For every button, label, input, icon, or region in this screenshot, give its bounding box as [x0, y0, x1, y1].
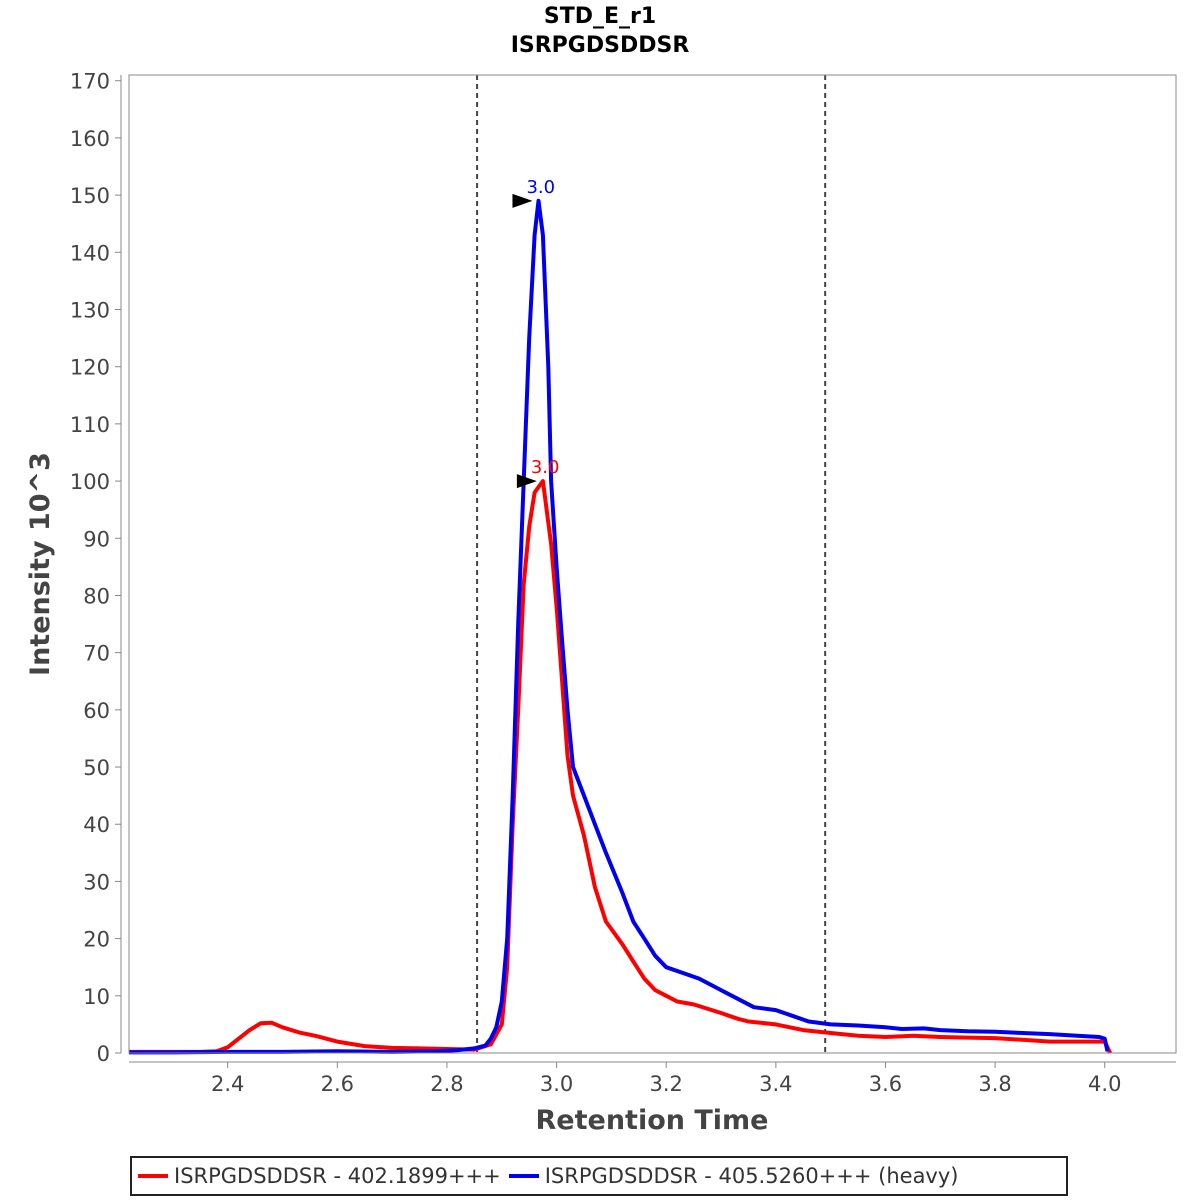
y-tick-label: 150	[70, 184, 110, 208]
legend-label-heavy: ISRPGDSDDSR - 405.5260+++ (heavy)	[544, 1164, 959, 1188]
y-tick-label: 10	[83, 985, 110, 1009]
peak-label-0: 3.0	[531, 457, 560, 478]
peak-marker-1	[512, 193, 533, 208]
series-layer	[129, 198, 1113, 1055]
legend-label-light: ISRPGDSDDSR - 402.1899+++	[174, 1164, 501, 1188]
y-tick-label: 60	[83, 699, 110, 723]
x-tick-label: 3.4	[759, 1072, 792, 1096]
bounds-layer	[476, 75, 827, 1053]
x-tick-label: 3.2	[650, 1072, 683, 1096]
x-tick-label: 4.0	[1088, 1072, 1121, 1096]
y-tick-label: 30	[83, 870, 110, 894]
y-tick-label: 90	[83, 527, 110, 551]
x-axis-ticks: 2.4 2.6 2.8 3.0 3.2 3.4 3.6 3.8 4.0	[211, 1062, 1121, 1096]
chart-title: STD_E_r1	[544, 4, 656, 29]
y-tick-label: 0	[97, 1042, 110, 1066]
y-tick-label: 130	[70, 298, 110, 322]
y-tick-label: 20	[83, 928, 110, 952]
legend: ISRPGDSDDSR - 402.1899+++ ISRPGDSDDSR - …	[130, 1156, 1068, 1196]
x-tick-label: 2.6	[321, 1072, 354, 1096]
x-tick-label: 2.8	[430, 1072, 463, 1096]
y-tick-label: 70	[83, 642, 110, 666]
y-axis-label: Intensity 10^3	[25, 452, 56, 676]
peak-marker-0	[516, 474, 537, 489]
y-tick-label: 100	[70, 470, 110, 494]
peak-label-1: 3.0	[526, 177, 555, 198]
peak-layer: 3.0 3.0	[512, 177, 560, 489]
x-tick-label: 3.0	[540, 1072, 573, 1096]
series-line-0	[129, 479, 1113, 1054]
y-tick-label: 120	[70, 356, 110, 380]
y-tick-label: 140	[70, 241, 110, 265]
series-line-1	[129, 198, 1110, 1055]
y-tick-label: 170	[70, 70, 110, 94]
legend-entry-heavy: ISRPGDSDDSR - 405.5260+++ (heavy)	[508, 1164, 959, 1188]
x-axis-label: Retention Time	[536, 1105, 769, 1136]
legend-swatch-light	[138, 1174, 168, 1178]
chart-subtitle: ISRPGDSDDSR	[511, 33, 690, 58]
x-tick-label: 2.4	[211, 1072, 244, 1096]
y-tick-label: 160	[70, 127, 110, 151]
x-tick-label: 3.8	[978, 1072, 1011, 1096]
x-tick-label: 3.6	[869, 1072, 902, 1096]
y-axis-ticks: 0 10 20 30 40 50 60 70 80 90 100 110 120 130 140 150 160…	[70, 70, 121, 1066]
y-tick-label: 80	[83, 584, 110, 608]
legend-swatch-heavy	[508, 1174, 539, 1178]
plot-frame	[128, 74, 1177, 1054]
y-tick-label: 110	[70, 413, 110, 437]
chart: STD_E_r1 ISRPGDSDDSR 3.0 3.0 0 10 20 30 40 50 6…	[25, 4, 1177, 1136]
y-tick-label: 50	[83, 756, 110, 780]
y-tick-label: 40	[83, 813, 110, 837]
legend-entry-light: ISRPGDSDDSR - 402.1899+++	[138, 1164, 501, 1188]
